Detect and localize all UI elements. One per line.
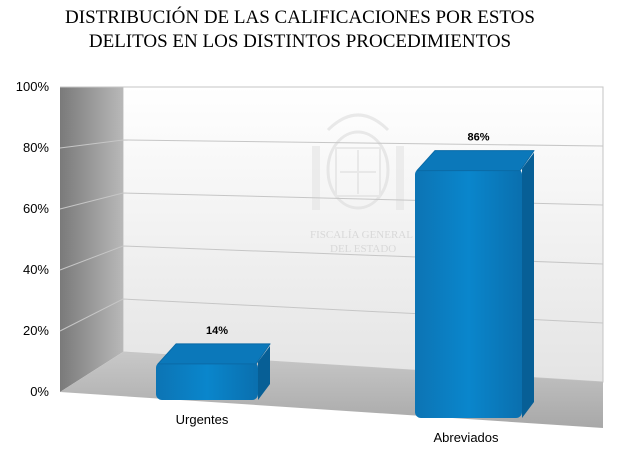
watermark-seal [312,113,404,210]
watermark-line-1: FISCALÍA GENERAL [310,229,413,241]
bar-front [415,168,522,418]
y-tick-label: 40% [23,262,49,277]
y-tick-label: 80% [23,140,49,155]
bar-front [156,361,258,400]
plot-side-wall [60,87,123,392]
chart-title-line-1: DISTRIBUCIÓN DE LAS CALIFICACIONES POR E… [65,7,535,28]
y-tick-label: 60% [23,201,49,216]
bar-urgentes: 14% [156,325,271,400]
y-tick-label: 100% [16,79,50,94]
bar-side [258,345,270,400]
watermark-line-2: DEL ESTADO [330,243,396,255]
bar-side [522,152,534,418]
bar-abreviados: 86% [415,132,535,418]
gridline [59,139,604,149]
bar-top [416,150,535,172]
x-category-label: Urgentes [176,412,229,427]
bar-top [157,343,271,365]
x-category-label: Abreviados [433,430,499,445]
data-label: 14% [206,325,228,337]
data-label: 86% [467,132,489,144]
chart-title: DISTRIBUCIÓN DE LAS CALIFICACIONES POR E… [0,6,600,54]
y-tick-label: 20% [23,323,49,338]
y-tick-label: 0% [30,384,49,399]
chart-title-line-2: DELITOS EN LOS DISTINTOS PROCEDIMIENTOS [88,31,512,52]
